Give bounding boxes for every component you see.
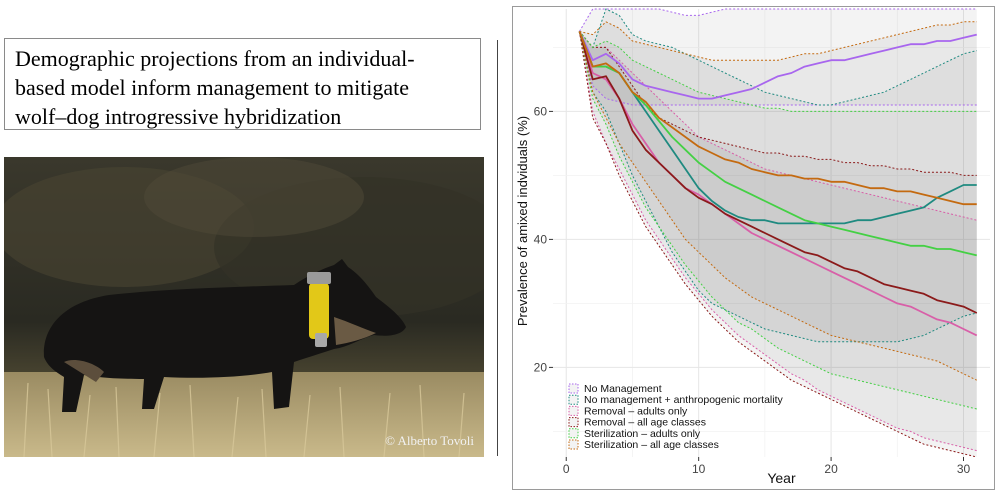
title-line: wolf–dog introgressive hybridization (15, 104, 342, 129)
collar-icon (307, 272, 331, 347)
ci-band (579, 21, 977, 381)
legend-label: Sterilization – adults only (584, 428, 701, 440)
legend-key (568, 394, 579, 405)
legend-key (568, 439, 579, 450)
chart-frame: 0 10 20 30 20 40 60 Year Prevalence of amixed in… (512, 6, 995, 490)
x-axis-label: Year (767, 470, 796, 486)
ci-band (579, 31, 977, 410)
x-tick-label: 30 (957, 462, 971, 476)
axes: 0 10 20 30 20 40 60 Year Prevalence of amixed in… (515, 104, 971, 486)
ci-lower-line (578, 31, 977, 410)
ci-lower-line (578, 31, 977, 452)
legend-label: Sterilization – all age classes (584, 439, 719, 451)
title-line: based model inform management to mitigat… (15, 75, 410, 100)
y-axis-label: Prevalence of amixed indviduals (%) (515, 116, 530, 326)
prevalence-chart: 0 10 20 30 20 40 60 Year Prevalence of amixed in… (515, 8, 990, 486)
ci-upper-line (579, 31, 977, 112)
ci-upper-line (579, 8, 977, 106)
series-line (578, 31, 978, 314)
title-line: Demographic projections from an individu… (15, 46, 415, 71)
figure-title: Demographic projections from an individu… (4, 38, 481, 130)
legend-label: No Management (584, 383, 662, 395)
ci-upper-line (579, 8, 977, 32)
x-tick-label: 10 (692, 462, 706, 476)
legend-label: Removal – adults only (584, 405, 688, 417)
legend-label: Removal – all age classes (584, 417, 706, 429)
x-tick-label: 0 (563, 462, 570, 476)
ci-band (579, 9, 977, 105)
y-tick-label: 60 (534, 104, 548, 118)
series-lines (578, 31, 978, 337)
series-line (578, 31, 977, 225)
y-tick-label: 40 (534, 232, 548, 246)
series-line (578, 31, 978, 337)
legend-label: No management + anthropogenic mortality (584, 394, 783, 406)
ci-band (579, 31, 977, 451)
series-line (578, 31, 977, 206)
wolf-dog-photo: © Alberto Tovoli (4, 157, 484, 457)
ci-lower-line (578, 31, 977, 458)
legend-key (568, 428, 579, 439)
legend-key (568, 405, 579, 416)
x-tick-label: 20 (824, 462, 838, 476)
legend-key (568, 417, 579, 428)
ci-upper-line (579, 21, 977, 61)
photo-credit: © Alberto Tovoli (385, 433, 474, 448)
ci-lower-line (578, 31, 977, 343)
series-line (578, 31, 977, 257)
legend-key (568, 383, 579, 394)
ci-band (579, 31, 977, 458)
y-tick-label: 20 (534, 360, 548, 374)
vertical-divider (497, 40, 498, 456)
ci-lower-line (578, 31, 977, 381)
series-line (578, 31, 977, 100)
